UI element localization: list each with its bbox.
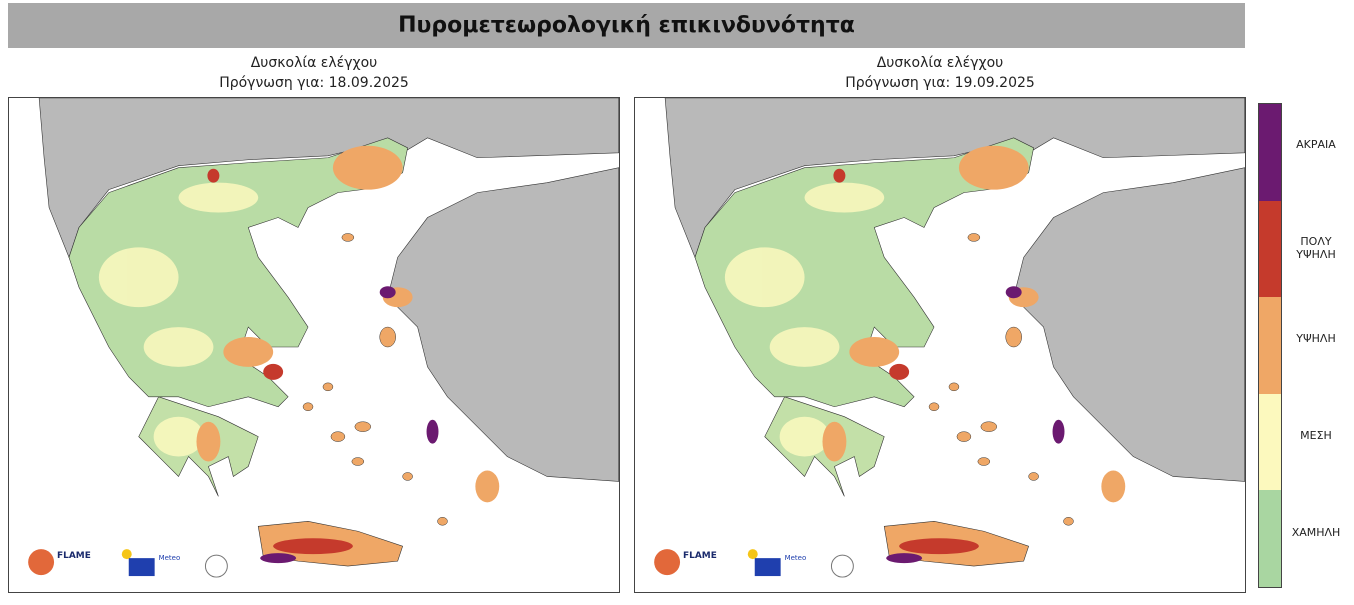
map-frame: FLAME Meteo [634,97,1246,593]
legend-label: ΠΟΛΥ ΥΨΗΛΗ [1296,234,1336,261]
forecast-date: Πρόγνωση για: 19.09.2025 [845,75,1035,91]
sun-icon [747,549,758,560]
meteo-logo-icon [128,558,155,577]
seal-icon [830,554,854,578]
map-frame: FLAME Meteo [8,97,620,593]
colorbar-segment [1259,297,1281,394]
page-title: Πυρομετεωρολογική επικινδυνότητα [8,3,1245,48]
legend-label: ΜΕΣΗ [1300,428,1332,442]
logo-text: FLAME [57,551,91,561]
colorbar-segment [1259,200,1281,298]
greece-map [8,97,620,593]
colorbar-segment [1259,490,1281,587]
map: FLAME Meteo [634,97,1246,593]
map-subtitle: Δυσκολία ελέγχου [250,55,378,71]
meteo-logo-icon [754,558,781,577]
flame-logo-icon [654,549,681,576]
logo-text: FLAME [683,551,717,561]
map: FLAME Meteo [8,97,620,593]
sun-icon [121,549,132,560]
panel-heading: Δυσκολία ελέγχου Πρόγνωση για: 18.09.2025 [8,53,620,93]
colorbar [1258,103,1282,588]
logo-text: Meteo [159,554,181,562]
legend-label: ΧΑΜΗΛΗ [1291,525,1341,539]
forecast-date: Πρόγνωση για: 18.09.2025 [219,75,409,91]
panel-heading: Δυσκολία ελέγχου Πρόγνωση για: 19.09.2025 [634,53,1246,93]
seal-icon [204,554,228,578]
map-subtitle: Δυσκολία ελέγχου [876,55,1004,71]
legend-label: ΑΚΡΑΙΑ [1296,137,1336,151]
legend-label: ΥΨΗΛΗ [1296,331,1336,345]
greece-map [634,97,1246,593]
colorbar-segment [1259,393,1281,491]
colorbar-segment [1259,104,1281,201]
logo-text: Meteo [785,554,807,562]
flame-logo-icon [28,549,55,576]
